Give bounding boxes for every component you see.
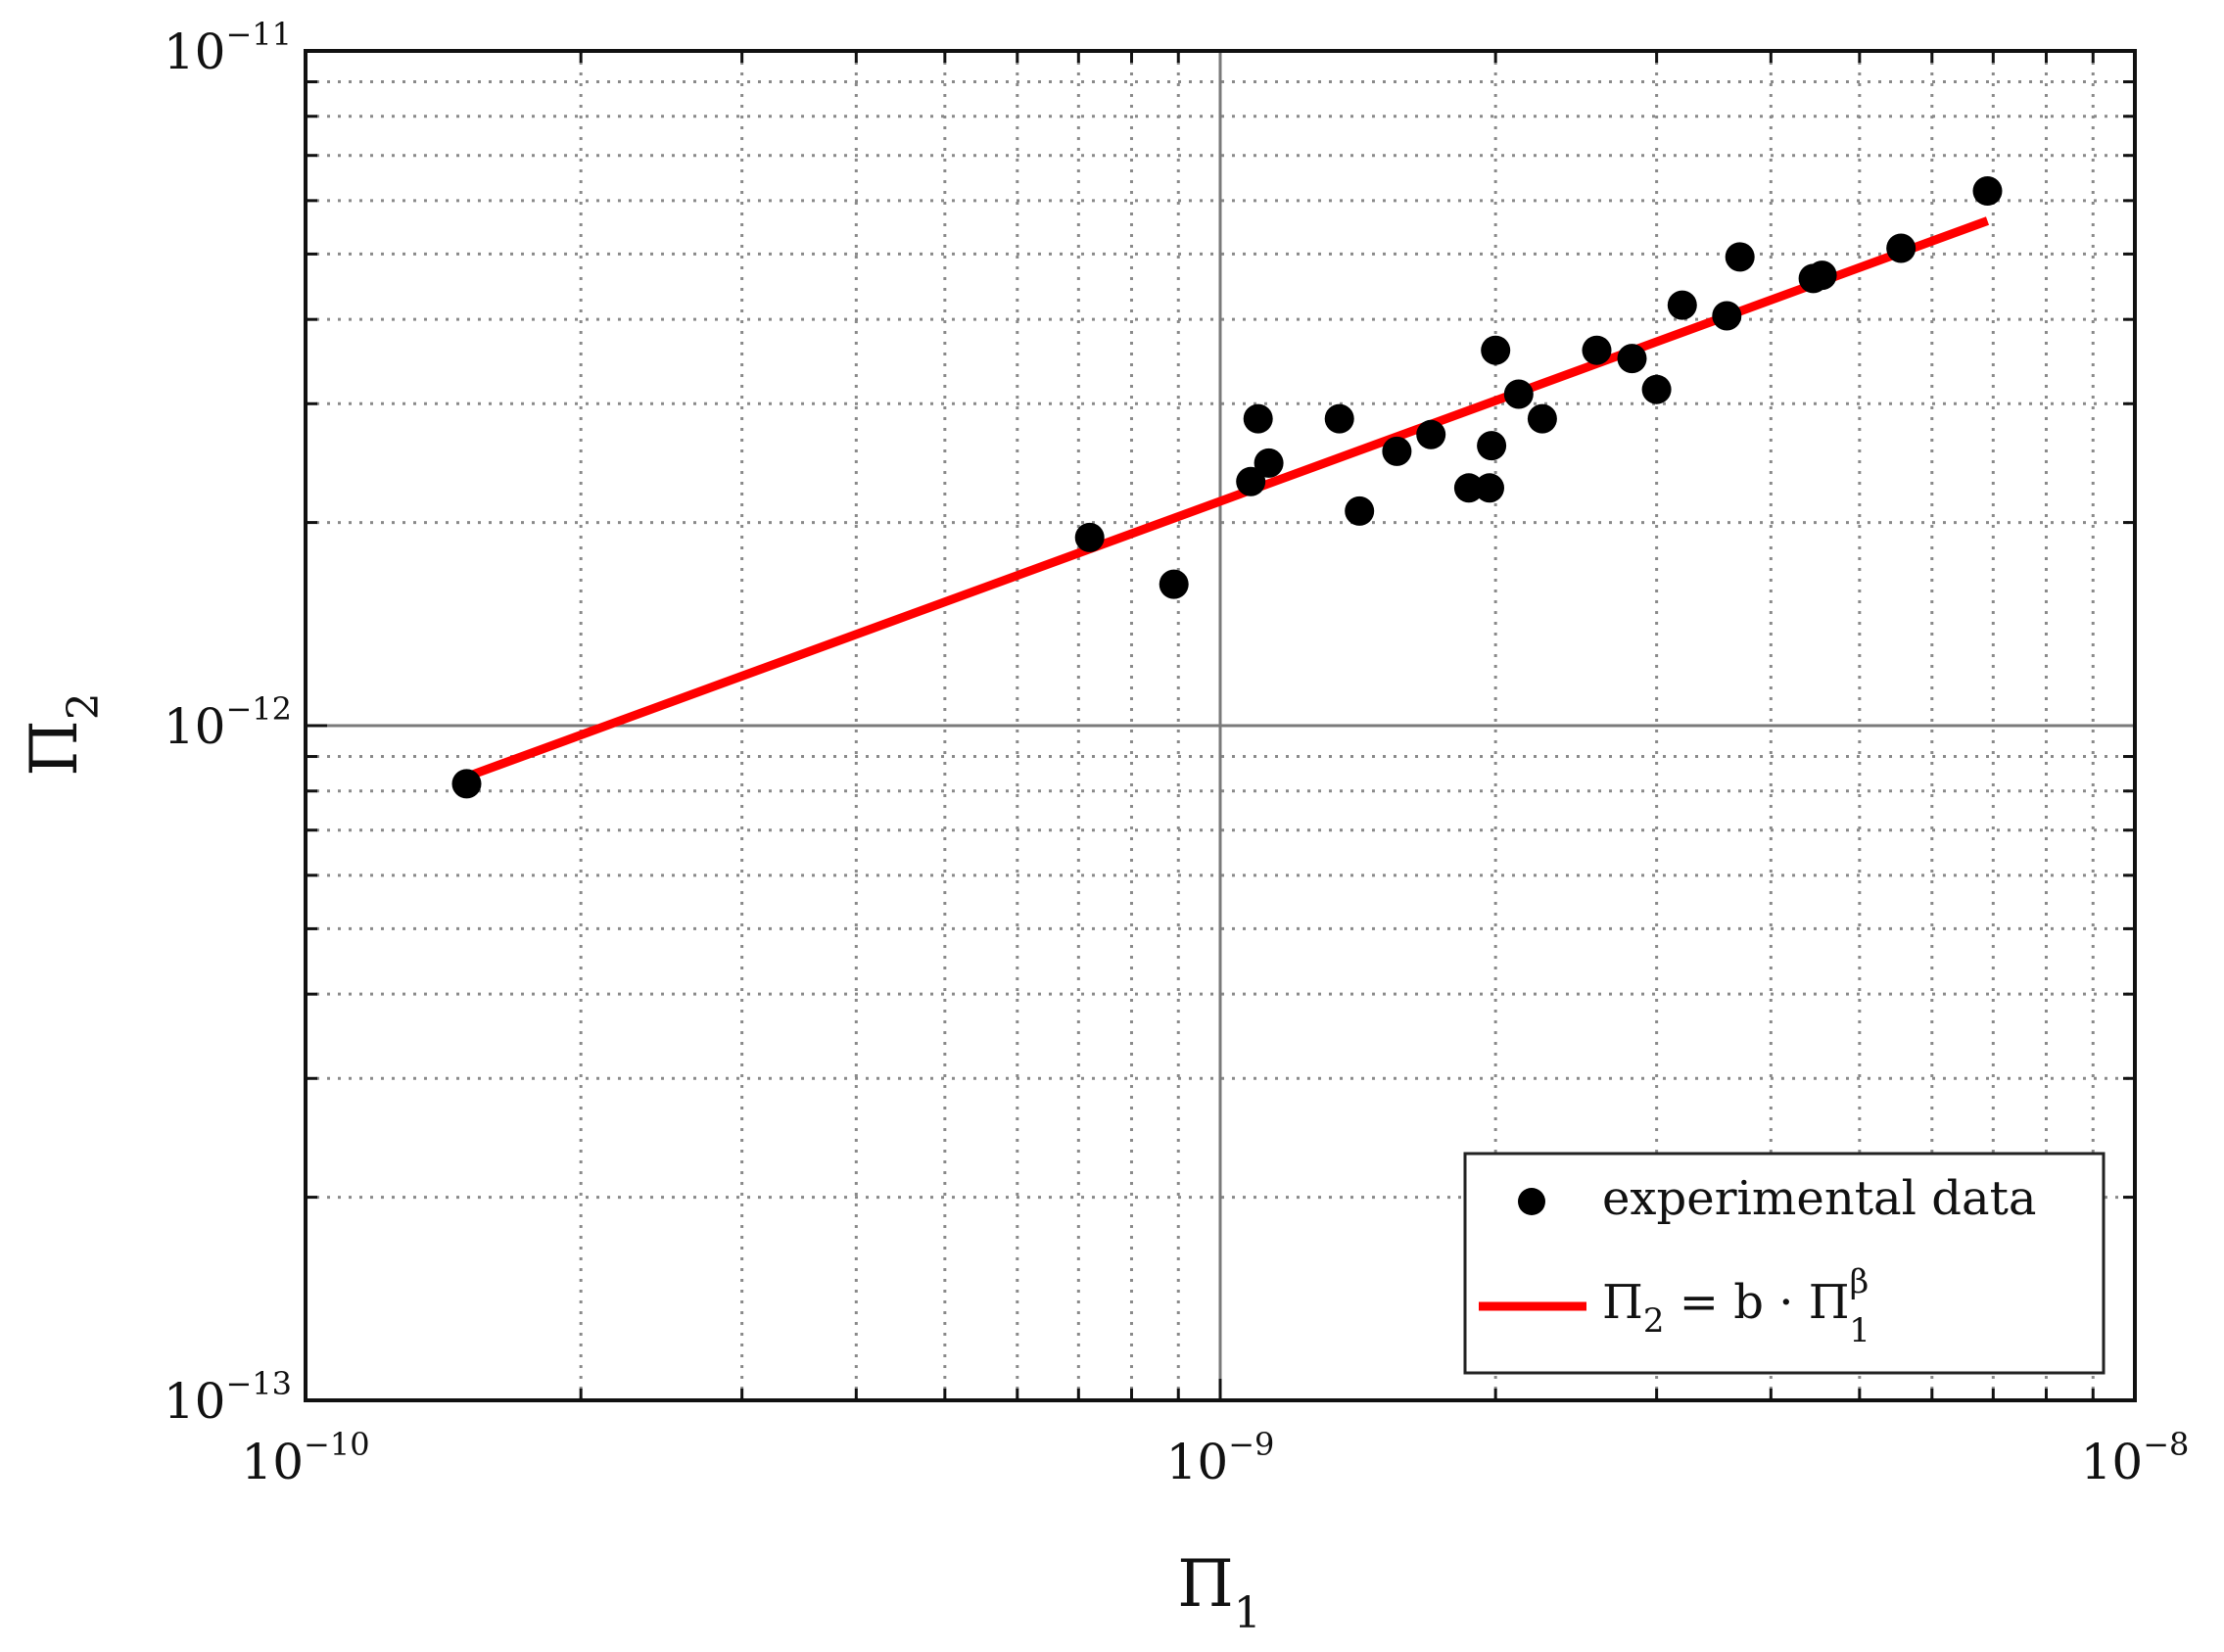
data-point [1886, 233, 1916, 263]
data-point [1345, 496, 1375, 526]
data-point [1712, 301, 1742, 331]
data-point [1453, 473, 1484, 503]
data-point [1617, 344, 1647, 374]
y-axis-subscript: 2 [59, 692, 109, 720]
data-point [451, 769, 482, 799]
y-tick-label-exponent: −11 [225, 16, 292, 53]
legend-label-fit: Π2 = b · Πβ 1 [1602, 1262, 1870, 1350]
data-point [1324, 403, 1354, 434]
data-point [1807, 260, 1837, 291]
y-tick-label-exponent: −13 [225, 1365, 292, 1402]
y-axis-symbol: Π [17, 720, 92, 777]
y-tick-label-exponent: −12 [225, 690, 292, 728]
fit-line [464, 216, 1990, 781]
x-tick-label: 10−9 [1166, 1426, 1275, 1490]
data-point [1236, 466, 1266, 496]
tick-marks [304, 49, 2137, 1402]
legend-label-experimental-data: experimental data [1602, 1171, 2037, 1226]
y-tick-label-base: 10 [164, 24, 226, 80]
data-point [1382, 436, 1412, 466]
legend-fit-lhs-sub: 2 [1643, 1301, 1665, 1341]
data-point [1527, 403, 1557, 434]
data-point [1477, 431, 1507, 461]
legend: experimental data Π2 = b · Πβ 1 [1463, 1152, 2106, 1375]
data-point [1254, 448, 1284, 478]
y-tick-label-base: 10 [164, 698, 226, 755]
data-point [1475, 473, 1504, 503]
x-tick-label-base: 10 [241, 1434, 304, 1490]
data-points [451, 176, 2003, 799]
legend-fit-mid: = b · Π [1665, 1275, 1850, 1330]
legend-fit-sup: β [1850, 1262, 1869, 1301]
legend-marker-experimental-data [1518, 1188, 1545, 1215]
data-point [1159, 569, 1189, 599]
data-point [1725, 242, 1755, 272]
x-tick-label-exponent: −10 [304, 1426, 370, 1463]
x-tick-label: 10−10 [241, 1426, 369, 1490]
x-tick-label-base: 10 [1166, 1434, 1229, 1490]
legend-box [1463, 1152, 2106, 1375]
x-tick-label: 10−8 [2081, 1426, 2190, 1490]
x-axis-title: Π1 [1177, 1546, 1261, 1638]
x-tick-label-base: 10 [2081, 1434, 2144, 1490]
data-point [1503, 379, 1534, 409]
y-axis-title: Π2 [17, 692, 109, 777]
data-point [1667, 290, 1697, 320]
data-point [1243, 403, 1273, 434]
data-point [1641, 374, 1672, 404]
y-tick-label-base: 10 [164, 1373, 226, 1430]
y-tick-label: 10−12 [164, 690, 292, 755]
data-point [1481, 335, 1511, 365]
data-point [1416, 419, 1446, 449]
data-point [1972, 176, 2003, 206]
legend-fit-sub: 1 [1849, 1311, 1870, 1350]
x-tick-label-exponent: −8 [2143, 1426, 2189, 1463]
y-tick-label: 10−11 [164, 16, 292, 80]
legend-fit-lhs: Π [1602, 1275, 1643, 1330]
x-tick-label-exponent: −9 [1228, 1426, 1274, 1463]
data-point [1582, 335, 1612, 365]
x-axis-symbol: Π [1177, 1546, 1234, 1622]
data-point [1074, 522, 1105, 552]
x-axis-subscript: 1 [1234, 1588, 1261, 1638]
fit-line-layer [464, 216, 1990, 781]
y-tick-label: 10−13 [164, 1365, 292, 1430]
